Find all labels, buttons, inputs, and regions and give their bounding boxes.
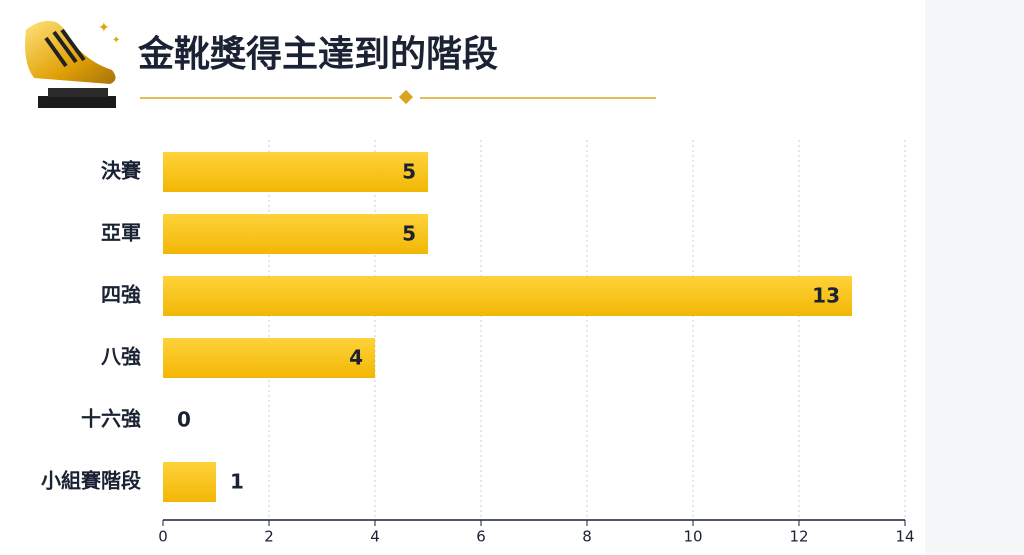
- data-label: 13: [812, 284, 840, 308]
- x-tick-label: 6: [476, 528, 486, 546]
- y-tick-label: 小組賽階段: [41, 469, 141, 493]
- y-tick-label: 決賽: [101, 159, 142, 183]
- svg-text:✦: ✦: [112, 35, 120, 46]
- chart-title: 金靴獎得主達到的階段: [137, 33, 498, 75]
- y-tick-label: 十六強: [81, 407, 141, 431]
- x-tick-label: 0: [158, 528, 168, 546]
- x-tick-label: 4: [370, 528, 380, 546]
- y-tick-label: 八強: [101, 345, 141, 369]
- boot-icon: ✦ ✦: [25, 20, 120, 108]
- x-tick-label: 2: [264, 528, 274, 546]
- data-label: 1: [230, 470, 244, 494]
- bar: [163, 462, 216, 502]
- y-tick-label: 四強: [101, 283, 141, 307]
- x-tick-label: 8: [582, 528, 592, 546]
- data-label: 4: [349, 346, 363, 370]
- svg-text:✦: ✦: [98, 20, 110, 36]
- bar: [163, 276, 852, 316]
- data-label: 0: [177, 408, 191, 432]
- bar: [163, 338, 375, 378]
- title-diamond: [398, 89, 414, 105]
- x-tick-label: 12: [789, 528, 808, 546]
- bar: [163, 152, 428, 192]
- y-tick-label: 亞軍: [101, 221, 141, 245]
- data-label: 5: [402, 222, 416, 246]
- x-tick-label: 14: [895, 528, 914, 546]
- side-panel: [925, 0, 1024, 555]
- bar: [163, 214, 428, 254]
- x-tick-label: 10: [683, 528, 702, 546]
- data-label: 5: [402, 160, 416, 184]
